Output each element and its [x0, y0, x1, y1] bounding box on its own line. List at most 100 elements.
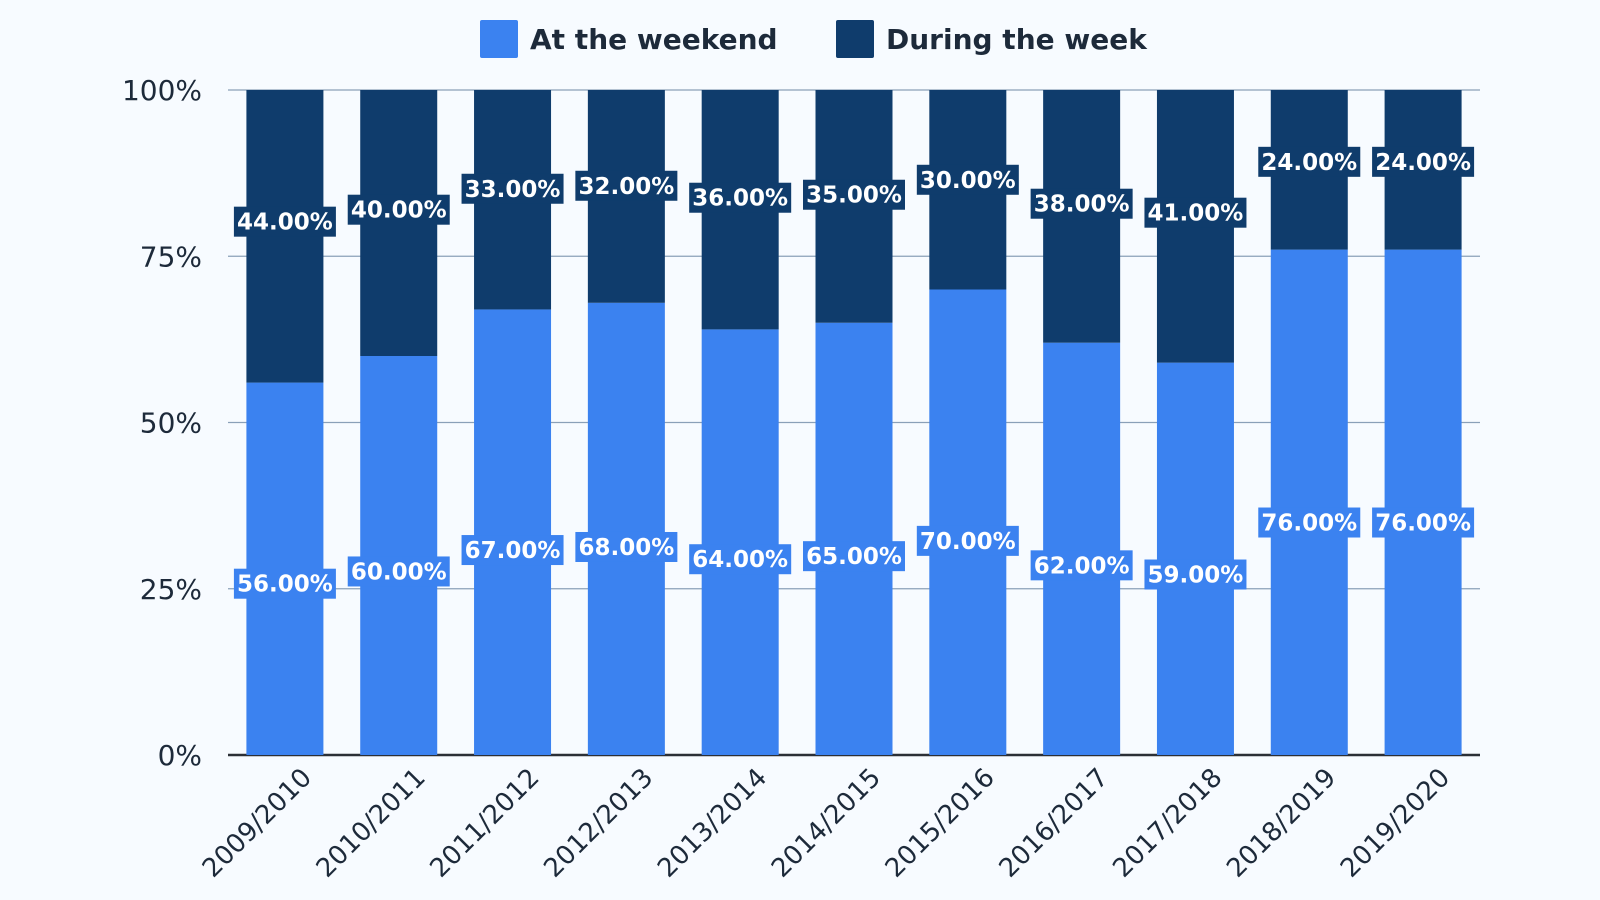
- data-label-background: [575, 170, 678, 201]
- data-label-background: [916, 164, 1019, 195]
- data-label-text: 76.00%: [1261, 511, 1357, 537]
- data-label: 56.00%: [233, 568, 336, 599]
- data-label-text: 60.00%: [351, 559, 447, 585]
- data-label-background: [803, 179, 905, 210]
- data-label-background: [233, 206, 336, 237]
- bar-weekend-2019-2020: [1384, 249, 1462, 755]
- data-label: 44.00%: [233, 206, 336, 237]
- data-label-background: [1372, 507, 1475, 538]
- data-label: 64.00%: [689, 544, 792, 575]
- data-label-background: [1144, 197, 1247, 228]
- data-label-background: [1030, 188, 1133, 219]
- data-label: 62.00%: [1030, 550, 1133, 581]
- data-label: 38.00%: [1030, 188, 1133, 219]
- data-label-background: [1030, 550, 1133, 581]
- data-label-text: 32.00%: [578, 174, 674, 200]
- x-tick-label: 2011/2012: [425, 763, 546, 884]
- x-tick-label: 2014/2015: [766, 763, 887, 884]
- x-tick-label: 2012/2013: [538, 763, 659, 884]
- data-label-text: 62.00%: [1034, 553, 1130, 579]
- legend-label-weekend: At the weekend: [530, 23, 778, 56]
- data-label: 60.00%: [347, 556, 450, 587]
- bar-weekend-2011-2012: [474, 309, 552, 755]
- data-label-text: 24.00%: [1261, 150, 1357, 176]
- data-label-text: 59.00%: [1148, 563, 1244, 589]
- data-label-text: 41.00%: [1148, 201, 1244, 227]
- bar-weekend-2018-2019: [1270, 249, 1348, 755]
- x-axis-ticks: 2009/20102010/20112011/20122012/20132013…: [197, 763, 1456, 884]
- data-label: 76.00%: [1258, 507, 1361, 538]
- y-tick-label: 50%: [140, 407, 202, 440]
- legend: At the weekend During the week: [480, 20, 1148, 58]
- data-label-text: 40.00%: [351, 198, 447, 224]
- legend-swatch-weekend: [480, 20, 518, 58]
- data-label-background: [1258, 507, 1361, 538]
- data-label: 32.00%: [575, 170, 678, 201]
- data-label: 24.00%: [1372, 146, 1475, 177]
- data-labels: 56.00% 44.00% 60.00% 40.00% 67.00% 33.00% 68.0…: [233, 146, 1475, 599]
- data-label-text: 68.00%: [578, 535, 674, 561]
- data-label: 67.00%: [461, 535, 564, 566]
- data-label: 70.00%: [916, 525, 1019, 556]
- data-label: 33.00%: [461, 173, 564, 204]
- x-tick-label: 2018/2019: [1221, 763, 1342, 884]
- bar-weekend-2010-2011: [360, 356, 438, 755]
- data-label-text: 70.00%: [920, 529, 1016, 555]
- bar-weekend-2017-2018: [1156, 362, 1234, 755]
- data-label: 40.00%: [347, 194, 450, 225]
- x-tick-label: 2010/2011: [311, 763, 432, 884]
- bar-weekend-2014-2015: [815, 322, 893, 755]
- bar-weekend-2016-2017: [1043, 342, 1121, 755]
- data-label-text: 76.00%: [1375, 511, 1471, 537]
- data-label: 41.00%: [1144, 197, 1247, 228]
- data-label-background: [461, 535, 564, 566]
- y-axis-ticks: 0% 25% 50% 75% 100%: [122, 74, 202, 772]
- bar-weekend-2015-2016: [929, 289, 1007, 755]
- bars: [246, 90, 1462, 755]
- data-label: 76.00%: [1372, 507, 1475, 538]
- legend-label-week: During the week: [886, 23, 1148, 56]
- bar-weekend-2012-2013: [587, 302, 665, 755]
- data-label-background: [803, 541, 905, 572]
- y-tick-label: 25%: [140, 573, 202, 606]
- data-label: 59.00%: [1144, 559, 1247, 590]
- data-label-text: 65.00%: [806, 544, 902, 570]
- x-tick-label: 2017/2018: [1107, 763, 1228, 884]
- data-label-background: [575, 531, 678, 562]
- data-label-background: [1372, 146, 1475, 177]
- data-label-background: [1144, 559, 1247, 590]
- legend-swatch-week: [836, 20, 874, 58]
- x-tick-label: 2009/2010: [197, 763, 318, 884]
- data-label-background: [689, 182, 792, 213]
- data-label: 68.00%: [575, 531, 678, 562]
- data-label-text: 67.00%: [465, 538, 561, 564]
- y-tick-label: 75%: [140, 240, 202, 273]
- data-label-text: 36.00%: [692, 186, 788, 212]
- data-label-text: 24.00%: [1375, 150, 1471, 176]
- data-label-background: [1258, 146, 1361, 177]
- x-tick-label: 2015/2016: [880, 763, 1001, 884]
- data-label: 65.00%: [803, 541, 905, 572]
- data-label-background: [347, 194, 450, 225]
- data-label-background: [689, 544, 792, 575]
- data-label: 30.00%: [916, 164, 1019, 195]
- x-tick-label: 2016/2017: [994, 763, 1115, 884]
- data-label-text: 33.00%: [465, 177, 561, 203]
- data-label: 24.00%: [1258, 146, 1361, 177]
- data-label-background: [461, 173, 564, 204]
- x-tick-label: 2019/2020: [1335, 763, 1456, 884]
- data-label-text: 30.00%: [920, 168, 1016, 194]
- data-label-background: [233, 568, 336, 599]
- data-label: 36.00%: [689, 182, 792, 213]
- data-label-text: 56.00%: [237, 572, 333, 598]
- y-tick-label: 0%: [158, 739, 202, 772]
- data-label-text: 35.00%: [806, 183, 902, 209]
- data-label-background: [347, 556, 450, 587]
- data-label-text: 64.00%: [692, 547, 788, 573]
- y-tick-label: 100%: [122, 74, 202, 107]
- data-label: 35.00%: [803, 179, 905, 210]
- data-label-background: [916, 525, 1019, 556]
- x-tick-label: 2013/2014: [652, 763, 773, 884]
